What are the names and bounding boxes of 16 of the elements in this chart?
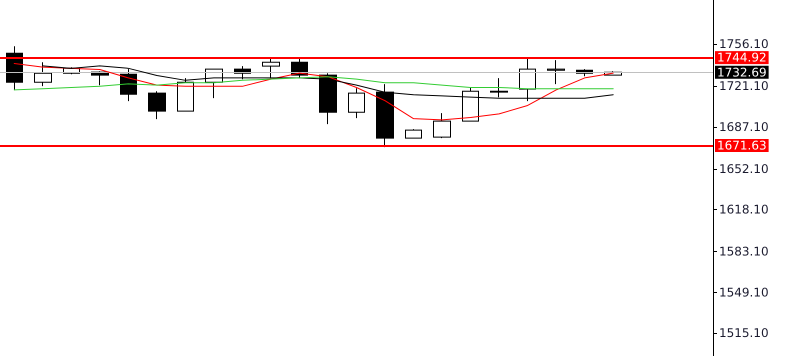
ref-line-label: 1744.92: [717, 50, 767, 65]
y-tick-label: 1721.10: [719, 79, 769, 94]
ref-line-label: 1671.63: [717, 138, 767, 152]
candlestick: [148, 90, 166, 120]
y-tick-label: 1549.10: [719, 285, 769, 300]
candlestick: [348, 88, 365, 119]
y-tick-label: 1515.10: [719, 326, 769, 340]
y-tick-label: 1652.10: [719, 162, 769, 176]
ref-line-label: 1732.69: [717, 65, 767, 80]
candlestick: [547, 60, 565, 85]
y-tick-label: 1687.10: [719, 120, 769, 134]
candlestick: [433, 112, 451, 139]
y-tick-label: 1756.10: [719, 37, 769, 52]
y-tick-label: 1583.10: [719, 244, 769, 259]
y-tick-label: 1618.10: [719, 202, 769, 217]
candlestick: [405, 128, 422, 139]
